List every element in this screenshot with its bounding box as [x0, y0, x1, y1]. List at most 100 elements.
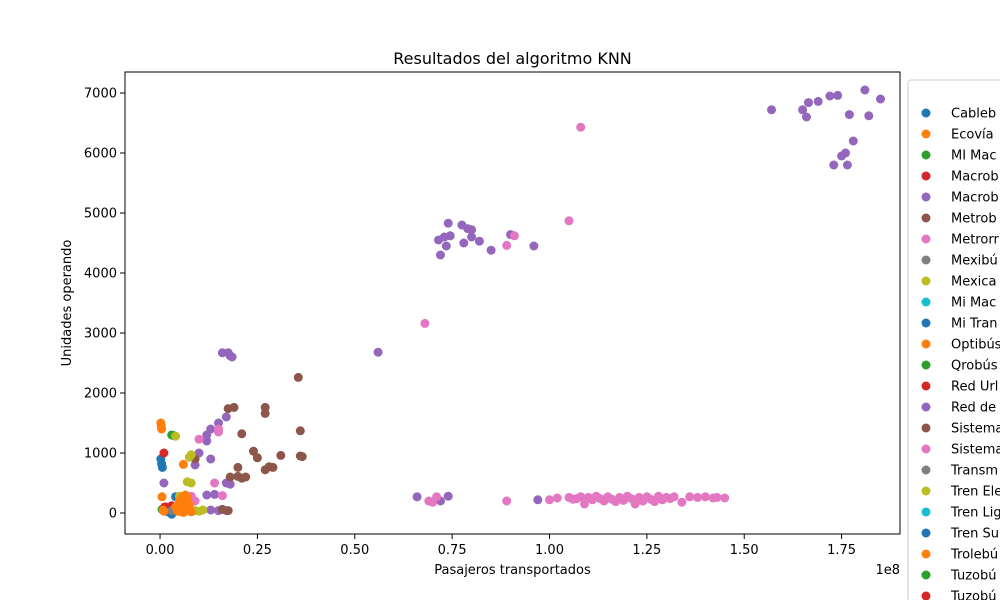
- legend-label: Sistema: [951, 443, 1000, 458]
- legend-marker: [921, 507, 931, 517]
- data-point: [202, 490, 212, 500]
- data-point: [171, 502, 181, 512]
- legend-label: Optibús: [951, 338, 1000, 353]
- data-point: [184, 452, 194, 462]
- data-point: [529, 241, 539, 251]
- y-axis-title: Unidades operando: [60, 240, 75, 367]
- data-point: [214, 427, 223, 437]
- data-point: [669, 492, 679, 502]
- legend-label: Metrorr: [951, 233, 999, 248]
- plot-frame: [124, 71, 901, 535]
- data-point: [206, 424, 216, 434]
- data-point: [373, 347, 383, 357]
- data-point: [157, 462, 167, 472]
- data-point: [712, 492, 722, 502]
- data-point: [206, 505, 216, 515]
- data-point: [420, 318, 430, 328]
- legend-marker: [921, 297, 931, 307]
- data-point: [798, 105, 808, 115]
- data-point: [841, 148, 850, 158]
- legend-marker: [921, 213, 931, 223]
- legend-marker: [921, 339, 931, 349]
- data-point: [221, 412, 231, 422]
- data-point: [436, 250, 445, 260]
- y-tick-label: 0: [109, 507, 117, 522]
- legend-marker: [921, 234, 931, 244]
- legend-label: Tuzobú: [950, 590, 996, 600]
- legend-marker: [921, 591, 931, 600]
- x-axis-title: Pasajeros transportados: [434, 563, 591, 578]
- x-tick-label: 0.00: [146, 543, 175, 558]
- data-point: [443, 491, 453, 501]
- data-point: [432, 492, 442, 502]
- legend-marker: [921, 486, 931, 496]
- data-point: [225, 479, 235, 489]
- data-point: [564, 216, 574, 226]
- legend-label: Macrob: [951, 191, 999, 206]
- legend-label: Trolebú: [950, 548, 998, 563]
- data-point: [260, 408, 270, 418]
- x-axis-offset-label: 1e8: [875, 563, 900, 578]
- data-point: [467, 232, 477, 242]
- data-point: [685, 492, 695, 502]
- y-tick-label: 6000: [84, 147, 117, 162]
- y-tick-label: 4000: [84, 267, 117, 282]
- x-tick-label: 0.25: [243, 543, 272, 558]
- y-tick-label: 1000: [84, 447, 117, 462]
- data-point: [186, 478, 196, 488]
- data-point: [210, 478, 220, 488]
- legend-marker: [921, 360, 931, 370]
- data-point: [864, 111, 874, 121]
- data-point: [677, 497, 687, 507]
- x-tick-label: 1.50: [730, 543, 759, 558]
- data-point: [825, 91, 835, 101]
- legend-marker: [921, 381, 931, 391]
- data-point: [237, 429, 247, 439]
- legend-marker: [921, 465, 931, 475]
- y-tick-label: 2000: [84, 387, 117, 402]
- legend-label: Cableb: [951, 107, 996, 122]
- y-tick-label: 3000: [84, 327, 117, 342]
- data-point: [630, 499, 640, 509]
- data-point: [159, 448, 169, 458]
- data-point: [804, 98, 813, 108]
- legend-label: Qrobús: [951, 359, 998, 374]
- legend-label: Red de: [951, 401, 996, 416]
- data-point: [533, 495, 543, 505]
- data-point: [178, 459, 188, 469]
- data-point: [802, 112, 811, 122]
- data-point: [233, 462, 243, 472]
- data-point: [229, 402, 239, 412]
- legend-marker: [921, 318, 931, 328]
- x-axis: 0.00 0.25 0.50 0.75 1.00 1.25 1.50 1.75: [146, 534, 856, 558]
- legend-label: Mi Tran: [951, 317, 998, 332]
- x-tick-label: 1.75: [827, 543, 856, 558]
- legend-marker: [921, 108, 931, 118]
- data-point: [159, 506, 169, 516]
- data-point: [813, 96, 823, 106]
- legend-marker: [921, 570, 931, 580]
- legend-box: [907, 79, 1000, 600]
- legend-label: Tren Lig: [950, 506, 1000, 521]
- data-point: [159, 478, 169, 488]
- legend-marker: [921, 423, 931, 433]
- points-layer: [156, 85, 885, 519]
- y-tick-label: 7000: [84, 87, 117, 102]
- data-point: [720, 493, 730, 503]
- data-point: [227, 352, 237, 362]
- data-point: [210, 489, 220, 499]
- data-point: [295, 426, 305, 436]
- data-point: [171, 431, 181, 441]
- data-point: [459, 238, 469, 248]
- data-point: [217, 504, 227, 514]
- legend-marker: [921, 276, 931, 286]
- data-point: [502, 240, 512, 250]
- data-point: [693, 492, 702, 502]
- data-point: [260, 465, 270, 475]
- y-axis: 0 1000 2000 3000 4000 5000 6000 7000: [84, 87, 125, 522]
- data-point: [474, 236, 484, 246]
- data-point: [297, 452, 307, 462]
- data-point: [443, 218, 453, 228]
- data-point: [844, 110, 854, 120]
